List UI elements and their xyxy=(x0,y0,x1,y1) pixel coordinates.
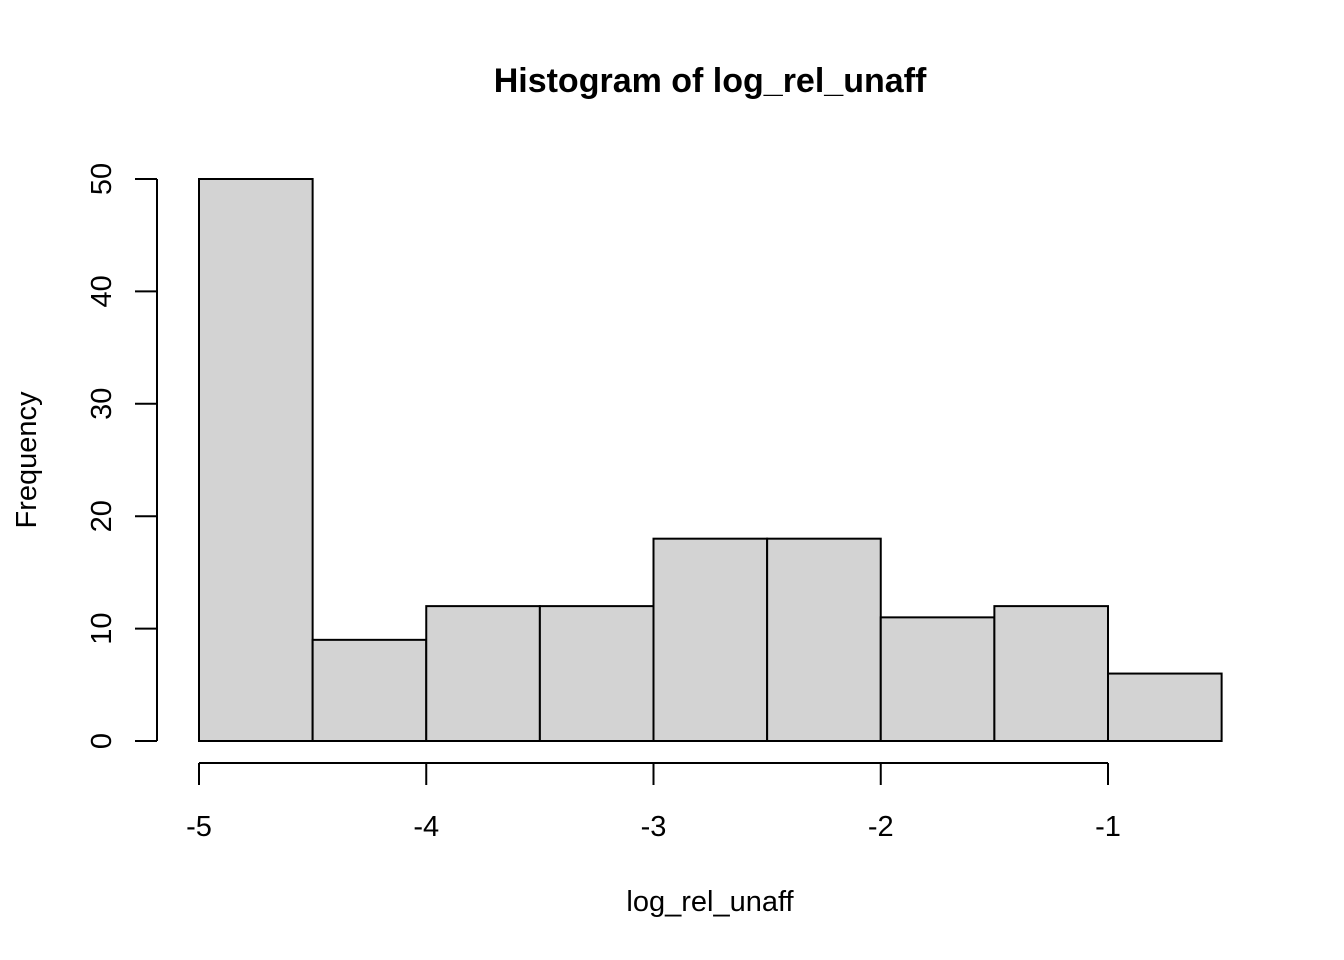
histogram-bar xyxy=(652,537,769,742)
histogram-bar xyxy=(425,605,541,742)
y-tick-label: 50 xyxy=(86,163,118,195)
y-tick-label: 30 xyxy=(86,388,118,420)
bars-group xyxy=(198,178,1223,743)
histogram-bar xyxy=(766,537,882,742)
x-tick-label: -5 xyxy=(186,811,212,843)
x-tick-label: -1 xyxy=(1095,811,1121,843)
histogram-bar xyxy=(311,638,428,743)
y-axis-label: Frequency xyxy=(11,391,43,529)
histogram-bar xyxy=(1107,672,1223,742)
x-axis-label: log_rel_unaff xyxy=(626,886,794,918)
y-tick-label: 40 xyxy=(86,275,118,307)
chart-title: Histogram of log_rel_unaff xyxy=(494,62,927,100)
histogram-bar xyxy=(538,605,655,742)
histogram-bar xyxy=(879,616,996,742)
y-tick-label: 20 xyxy=(86,500,118,532)
histogram-bar xyxy=(198,178,314,742)
y-tick-label: 10 xyxy=(86,612,118,644)
x-axis: -5 -4 -3 -2 -1 xyxy=(186,762,1121,843)
x-tick-label: -2 xyxy=(868,811,894,843)
x-tick-label: -3 xyxy=(641,811,667,843)
histogram-bar xyxy=(993,605,1109,742)
y-axis: 0 10 20 30 40 50 xyxy=(86,163,158,749)
y-tick-label: 0 xyxy=(86,733,118,749)
x-tick-label: -4 xyxy=(413,811,439,843)
